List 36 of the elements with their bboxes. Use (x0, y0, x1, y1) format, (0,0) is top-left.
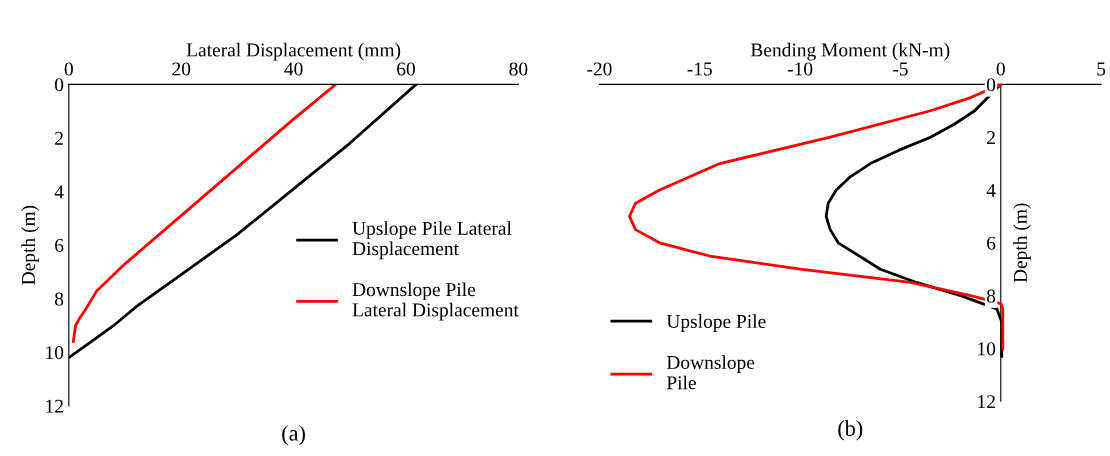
text: (a) (282, 425, 305, 446)
y-tick-label: 8 (54, 292, 64, 306)
legend-label: Downslope Pile (666, 355, 755, 390)
line-series (71, 84, 338, 343)
x-tick-label: 0 (996, 62, 1005, 76)
y-tick-label: 2 (987, 131, 995, 144)
legend-label: Upslope Pile (666, 314, 766, 332)
y-tick-label: 12 (46, 399, 63, 413)
y-tick-label: 12 (978, 395, 995, 409)
y-tick-label: 6 (55, 238, 64, 253)
y-tick-label: 2 (55, 131, 63, 145)
x-tick-label: 5 (1097, 62, 1106, 76)
x-tick-label: -20 (587, 62, 612, 76)
y-tick-label: 10 (46, 346, 64, 360)
y-tick-label: 4 (986, 183, 996, 197)
x-tick-label: -15 (687, 62, 712, 76)
x-axis-title: Bending Moment (kN-m) (750, 42, 950, 61)
y-tick-label: 6 (987, 236, 996, 250)
x-tick-label: 20 (172, 62, 191, 76)
legend-label: Downslope Pile Lateral Displacement (352, 282, 519, 321)
y-tick-label: 4 (54, 185, 64, 199)
y-tick-label: 10 (978, 342, 996, 356)
x-tick-label: 80 (509, 62, 528, 76)
y-tick-label: 8 (986, 289, 996, 303)
legend-label: Upslope Pile Lateral Displacement (352, 221, 512, 260)
y-axis-title: Depth (m) (1013, 203, 1031, 283)
y-tick-label: 0 (986, 78, 996, 92)
x-tick-label: 0 (64, 62, 73, 76)
x-axis-title: Lateral Displacement (mm) (186, 42, 401, 61)
x-tick-label: 60 (397, 62, 415, 76)
y-axis-title: Depth (m) (21, 205, 39, 285)
x-tick-label: -5 (893, 62, 908, 76)
text: (b) (838, 420, 863, 441)
x-tick-label: -10 (787, 62, 813, 76)
x-tick-label: 40 (284, 62, 303, 76)
y-tick-label: 0 (54, 78, 64, 92)
